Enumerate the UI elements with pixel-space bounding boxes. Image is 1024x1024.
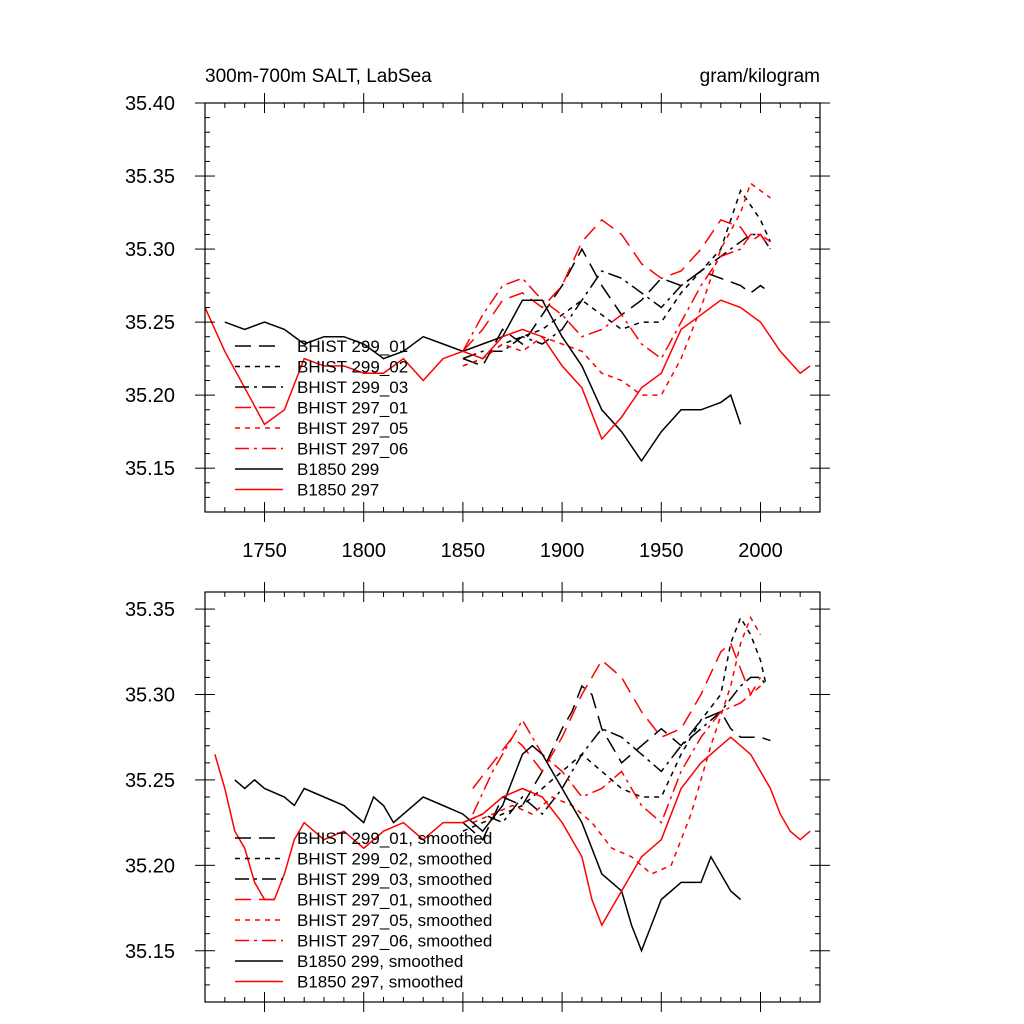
series-line-8 <box>214 736 811 927</box>
x-tick-label: 1850 <box>441 540 486 562</box>
legend-label: B1850 299 <box>297 460 379 479</box>
legend-label: B1850 297, smoothed <box>297 973 463 992</box>
bottom-panel: 35.15 35.20 35.25 35.30 35.35 BHIST 299_01, s… <box>125 582 830 1012</box>
series-line-4 <box>462 218 772 352</box>
series-line-6 <box>462 233 771 360</box>
series-line-1 <box>462 684 771 841</box>
y-tick-label: 35.35 <box>125 166 175 188</box>
series-line-7 <box>224 299 742 463</box>
series-line-5 <box>472 615 762 875</box>
legend-label: BHIST 299_02 <box>297 358 408 377</box>
y-tick-label: 35.15 <box>125 458 175 480</box>
y-tick-label: 35.40 <box>125 93 175 115</box>
legend-label: B1850 297 <box>297 481 379 500</box>
series-line-5 <box>462 182 771 396</box>
legend-label: BHIST 297_01 <box>297 399 408 418</box>
y-tick-label: 35.30 <box>125 685 175 707</box>
y-tick-label: 35.15 <box>125 941 175 963</box>
legend-label: BHIST 297_06 <box>297 440 408 459</box>
x-tick-label: 1900 <box>540 540 585 562</box>
top-panel: 1750 1800 1850 1900 1950 2000 35.15 35.20 35.25 3… <box>125 66 830 562</box>
y-tick-label: 35.20 <box>125 385 175 407</box>
legend-label: BHIST 299_03 <box>297 378 408 397</box>
legend-label: BHIST 299_03, smoothed <box>297 870 492 889</box>
y-tick-label: 35.35 <box>125 599 175 621</box>
legend-label: BHIST 297_05 <box>297 419 408 438</box>
legend-label: BHIST 299_01 <box>297 337 408 356</box>
series-line-7 <box>234 744 742 953</box>
y-tick-label: 35.20 <box>125 855 175 877</box>
legend-label: B1850 299, smoothed <box>297 952 463 971</box>
x-tick-label: 1800 <box>341 540 386 562</box>
series-line-2 <box>462 615 768 832</box>
x-tick-label: 2000 <box>738 540 783 562</box>
units-label: gram/kilogram <box>700 66 820 87</box>
series-line-2 <box>462 188 772 367</box>
legend-label: BHIST 297_01, smoothed <box>297 891 492 910</box>
series-line-1 <box>462 247 771 367</box>
series-line-3 <box>462 233 772 360</box>
legend-label: BHIST 299_02, smoothed <box>297 850 492 869</box>
y-tick-label: 35.30 <box>125 239 175 261</box>
legend-label: BHIST 297_05, smoothed <box>297 911 492 930</box>
series-line-8 <box>205 299 811 441</box>
y-tick-label: 35.25 <box>125 312 175 334</box>
legend-label: BHIST 299_01, smoothed <box>297 829 492 848</box>
x-tick-label: 1950 <box>639 540 684 562</box>
series-line-4 <box>472 642 762 789</box>
series-line-3 <box>462 676 768 824</box>
legend-label: BHIST 297_06, smoothed <box>297 932 492 951</box>
chart-title: 300m-700m SALT, LabSea <box>205 66 432 87</box>
x-tick-label: 1750 <box>242 540 287 562</box>
y-tick-label: 35.25 <box>125 770 175 792</box>
